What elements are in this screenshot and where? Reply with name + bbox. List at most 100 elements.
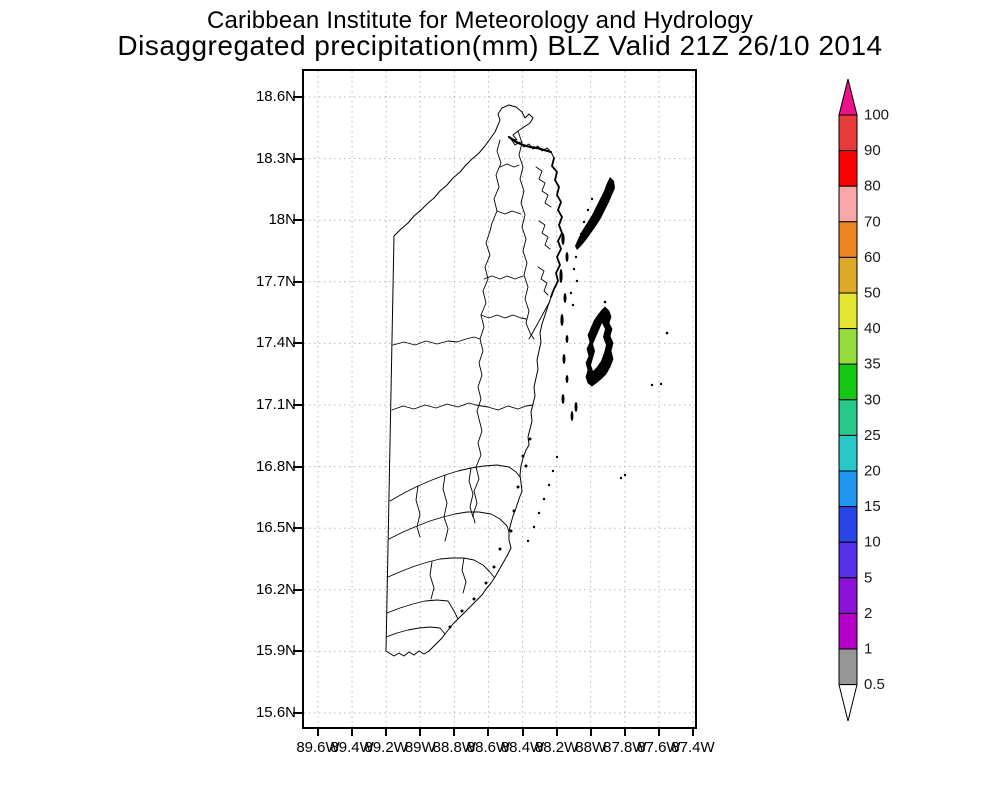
barrier-reef-cayes xyxy=(526,197,627,543)
colorbar-svg: 100 90 80 70 60 50 40 35 30 25 20 15 10 5 2 1 0.5 xyxy=(838,78,889,722)
lighthouse-reef-cayes xyxy=(650,331,669,387)
belize-mainland-outline xyxy=(385,104,563,657)
y-tick-mark xyxy=(293,404,303,406)
y-tick-label: 15.9N xyxy=(255,642,296,660)
y-tick-mark xyxy=(293,527,303,530)
colorbar-label: 30 xyxy=(864,391,881,408)
colorbar-label: 35 xyxy=(864,356,881,373)
x-tick-mark xyxy=(521,727,524,736)
colorbar-segment xyxy=(838,470,858,508)
chetumal-bay-shore xyxy=(507,135,553,154)
colorbar-segment xyxy=(838,114,858,152)
y-tick-mark xyxy=(293,588,303,591)
colorbar-segment xyxy=(838,256,858,294)
colorbar-label: 40 xyxy=(864,320,881,337)
x-tick-label: 88.2W xyxy=(534,739,579,756)
colorbar-segment xyxy=(838,328,858,365)
x-tick-mark xyxy=(351,727,354,736)
x-tick-label: 87.6W xyxy=(637,739,681,756)
turneffe-lagoon xyxy=(591,323,606,371)
y-tick-mark xyxy=(293,157,303,160)
y-tick-mark xyxy=(293,219,303,222)
offshore-cayes xyxy=(448,177,669,629)
colorbar-segment xyxy=(838,185,858,223)
colorbar-segment xyxy=(838,541,858,579)
x-tick-label: 89.2W xyxy=(364,739,408,756)
colorbar-label: 80 xyxy=(864,178,881,195)
colorbar-legend: 100 90 80 70 60 50 40 35 30 25 20 15 10 5 2 1 0.5 xyxy=(830,73,960,733)
colorbar-segment xyxy=(838,399,858,436)
colorbar-label: 100 xyxy=(864,107,889,124)
y-tick-label: 18.6N xyxy=(255,88,296,105)
y-tick-label: 17.4N xyxy=(255,334,296,352)
x-tick-mark xyxy=(589,727,592,736)
y-tick-label: 17.7N xyxy=(255,272,296,290)
colorbar-label: 50 xyxy=(864,285,881,302)
x-tick-mark xyxy=(691,727,694,736)
y-tick-mark xyxy=(293,280,303,283)
x-tick-label: 87.4W xyxy=(671,739,715,756)
x-tick-label: 89.6W xyxy=(296,739,340,756)
x-tick-mark xyxy=(555,727,558,736)
y-tick-label: 18.3N xyxy=(255,149,296,167)
colorbar-segment xyxy=(838,577,858,614)
colorbar-segment xyxy=(838,648,858,686)
x-tick-mark xyxy=(385,727,388,736)
y-tick-mark xyxy=(293,342,303,345)
belize-outline-group xyxy=(385,104,563,657)
ambergris-caye xyxy=(575,177,615,250)
title-line-2: Disaggregated precipitation(mm) BLZ Vali… xyxy=(117,30,883,61)
y-tick-mark xyxy=(293,650,303,653)
x-tick-mark xyxy=(419,727,422,736)
y-tick-label: 16.8N xyxy=(255,457,296,475)
y-tick-mark xyxy=(293,712,303,714)
colorbar-label: 25 xyxy=(864,427,881,444)
district-boundaries xyxy=(385,130,552,638)
y-tick-mark xyxy=(293,465,303,468)
colorbar-segment xyxy=(838,612,858,650)
colorbar-label: 5 xyxy=(864,569,872,586)
y-tick-label: 16.5N xyxy=(255,519,296,537)
colorbar-label: 70 xyxy=(864,213,881,230)
colorbar-label: 0.5 xyxy=(864,676,885,693)
colorbar-label: 60 xyxy=(864,249,881,266)
colorbar-segment xyxy=(838,221,858,258)
colorbar-segment xyxy=(838,150,858,187)
colorbar-label: 90 xyxy=(864,142,881,159)
colorbar-label: 1 xyxy=(864,641,872,658)
coastal-mangrove-dots xyxy=(448,437,532,629)
colorbar-below-min-arrow xyxy=(838,684,858,722)
x-tick-mark xyxy=(453,727,456,736)
colorbar-label: 2 xyxy=(864,605,872,622)
x-tick-mark xyxy=(657,727,660,736)
channel-cayes xyxy=(559,233,578,421)
belize-map xyxy=(304,71,695,727)
colorbar-label: 15 xyxy=(864,498,881,515)
grid-lines xyxy=(304,71,695,727)
colorbar-segment xyxy=(838,292,858,330)
colorbar-label: 10 xyxy=(864,534,881,551)
colorbar-label: 20 xyxy=(864,463,881,480)
y-tick-mark xyxy=(293,96,303,98)
x-tick-mark xyxy=(487,727,490,736)
colorbar-above-max-arrow xyxy=(838,78,858,116)
y-tick-label: 18N xyxy=(268,211,296,229)
x-tick-mark xyxy=(317,727,319,736)
x-tick-label: 89W xyxy=(404,739,436,756)
colorbar-segment xyxy=(838,363,858,401)
x-tick-mark xyxy=(623,727,626,736)
map-plot-area xyxy=(302,69,697,729)
title-line-1: Caribbean Institute for Meteorology and … xyxy=(206,7,754,34)
x-tick-label: 88W xyxy=(575,739,607,756)
colorbar-segment xyxy=(838,506,858,543)
x-tick-label: 88.4W xyxy=(500,739,545,756)
x-tick-label: 88.8W xyxy=(432,739,477,756)
y-tick-label: 16.2N xyxy=(255,580,296,598)
y-tick-label: 17.1N xyxy=(255,396,296,413)
northeast-coast-dark xyxy=(550,157,563,298)
x-tick-label: 89.4W xyxy=(330,739,374,756)
x-tick-label: 87.8W xyxy=(603,739,647,756)
x-tick-label: 88.6W xyxy=(466,739,511,756)
colorbar-segment xyxy=(838,434,858,472)
